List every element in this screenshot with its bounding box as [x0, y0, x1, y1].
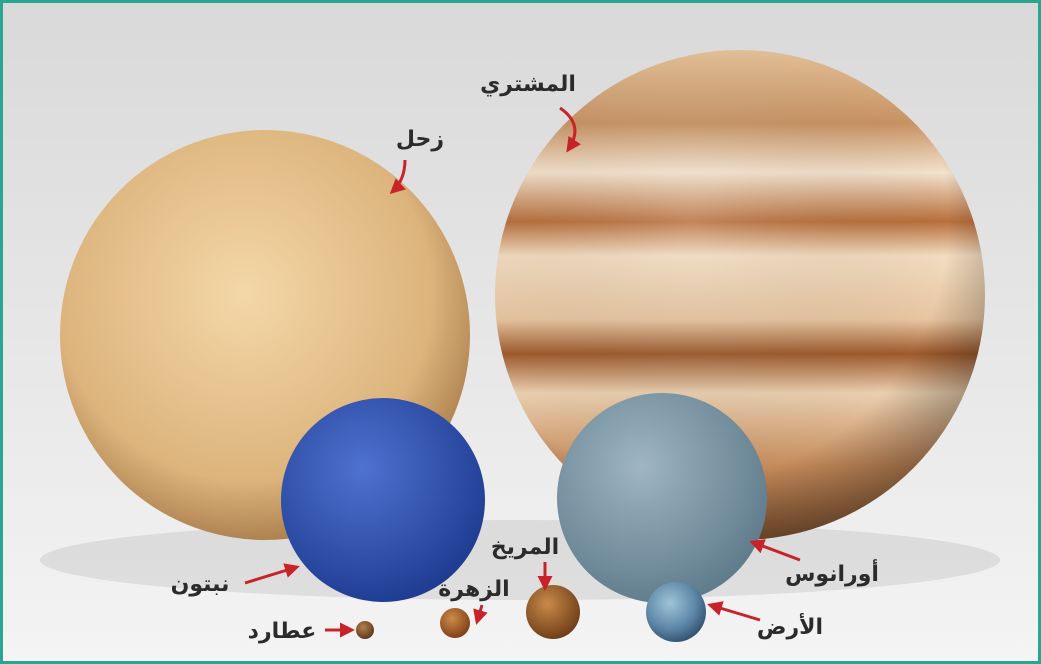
uranus — [557, 393, 767, 603]
planet-label: الزهرة — [438, 577, 509, 602]
label-arrow — [707, 601, 761, 622]
earth — [646, 582, 706, 642]
venus — [440, 608, 470, 638]
planet-label: عطارد — [248, 619, 317, 644]
planet-label: الأرض — [757, 612, 823, 640]
planet-label: نبتون — [171, 572, 230, 597]
label-arrow — [559, 106, 581, 153]
label-arrow — [389, 159, 407, 195]
neptune — [281, 398, 485, 602]
planet-label: زحل — [396, 127, 444, 152]
label-arrow — [473, 604, 488, 625]
mars — [526, 585, 580, 639]
planet-label: المريخ — [491, 535, 559, 560]
planets — [60, 50, 985, 642]
planet-label: أورانوس — [785, 558, 879, 587]
planet-label: المشتري — [480, 72, 576, 97]
label-arrow — [244, 563, 300, 585]
label-arrow — [749, 539, 801, 562]
mercury — [356, 621, 374, 639]
